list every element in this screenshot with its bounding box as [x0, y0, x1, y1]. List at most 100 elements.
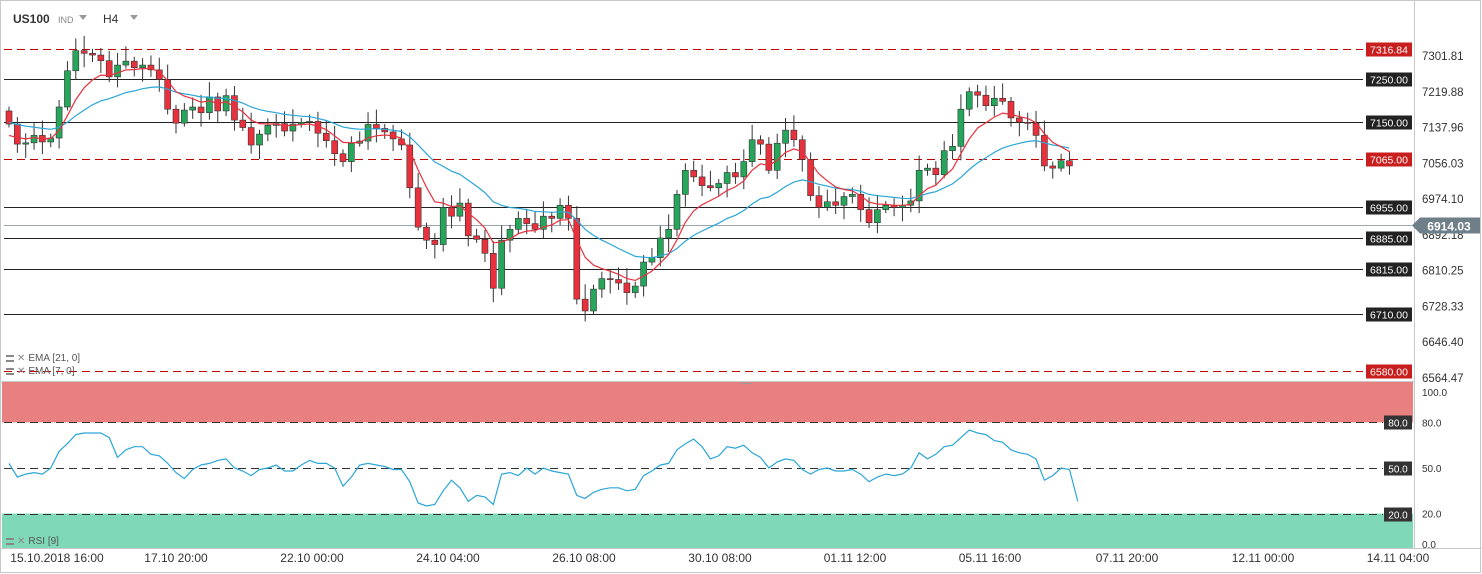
candle-body: [715, 183, 723, 189]
candle-body: [247, 127, 255, 146]
indicator-rsi[interactable]: ✕ RSI [9]: [6, 536, 59, 547]
candle-body: [122, 60, 130, 66]
level-label: 6815.00: [1370, 265, 1408, 277]
candle-body: [22, 142, 30, 145]
candle-body: [690, 170, 698, 178]
close-icon[interactable]: ✕: [17, 366, 26, 377]
candle-body: [1007, 101, 1015, 119]
time-axis-label: 14.11 04:00: [1367, 551, 1430, 565]
candle-body: [974, 91, 981, 96]
candle-body: [72, 50, 80, 72]
candle-body: [640, 261, 647, 287]
ema21-line: [8, 86, 1070, 259]
indicator-rsi-label: RSI [9]: [28, 536, 59, 547]
candle-body: [590, 288, 597, 312]
candle-body: [798, 139, 806, 160]
ema7-line: [8, 67, 1070, 282]
candle-body: [322, 132, 330, 141]
candle-body: [489, 253, 497, 289]
rsi-overbought-zone: [2, 381, 1413, 423]
indicator-ema7[interactable]: ✕ EMA [7, 0]: [6, 366, 75, 377]
level-label: 7250.00: [1370, 75, 1408, 87]
candle-body: [1049, 165, 1057, 169]
candle-body: [197, 106, 205, 113]
candle-body: [924, 167, 931, 171]
candle-body: [523, 218, 531, 224]
price-tick-label: 7301.81: [1422, 51, 1464, 63]
candle-body: [581, 298, 589, 312]
level-tag: [1366, 200, 1412, 215]
rsi-tick-label: 20.0: [1422, 510, 1442, 521]
level-tag: [1366, 115, 1412, 130]
candle-body: [790, 129, 798, 141]
candle-body: [648, 257, 656, 263]
price-tick-label: 7137.96: [1422, 123, 1464, 135]
candle-body: [481, 239, 489, 254]
candle-body: [857, 194, 865, 210]
level-tag: [1366, 231, 1412, 246]
settings-icon[interactable]: [6, 538, 14, 545]
candle-body: [105, 60, 113, 78]
price-tick-label: 6810.25: [1422, 266, 1464, 278]
candle-body: [757, 139, 764, 145]
level-tag: [1366, 364, 1412, 379]
rsi-line: [8, 429, 1079, 507]
rsi-level-tag: [1384, 461, 1412, 476]
candle-body: [882, 204, 890, 210]
rsi-tick-label: 100.0: [1422, 388, 1447, 399]
rsi-oversold-zone: [2, 513, 1413, 548]
settings-icon[interactable]: [6, 368, 14, 375]
candle-body: [631, 285, 639, 293]
candle-body: [548, 215, 556, 219]
indicator-ema21-label: EMA [21, 0]: [28, 353, 81, 364]
time-axis-label: 15.10.2018 16:00: [10, 551, 104, 565]
timeframe-selector[interactable]: H4: [103, 12, 119, 26]
time-axis-label: 17.10 20:00: [144, 551, 208, 565]
symbol-name[interactable]: US100: [13, 12, 50, 26]
candle-body: [423, 226, 430, 241]
candle-body: [949, 146, 956, 151]
chevron-down-icon[interactable]: [130, 15, 138, 20]
candle-body: [281, 123, 288, 132]
time-axis-label: 30.10 08:00: [688, 551, 752, 565]
candle-body: [172, 108, 180, 124]
candle-body: [1057, 160, 1065, 169]
candle-body: [940, 150, 948, 176]
candle-body: [414, 187, 422, 228]
indicator-ema21[interactable]: ✕ EMA [21, 0]: [6, 353, 80, 364]
candle-body: [348, 142, 355, 162]
candle-body: [130, 60, 138, 69]
candles: [5, 35, 1073, 322]
level-label: 6885.00: [1370, 234, 1408, 246]
rsi-tick-label: 0.0: [1422, 540, 1436, 551]
candle-body: [515, 218, 522, 230]
candle-body: [815, 195, 823, 208]
chevron-down-icon[interactable]: [79, 15, 87, 20]
candle-body: [665, 228, 672, 239]
candle-body: [5, 110, 13, 125]
current-price-label: 6914.03: [1427, 220, 1471, 234]
rsi-tick-label: 50.0: [1422, 464, 1442, 475]
candle-body: [456, 202, 464, 217]
candle-body: [932, 167, 940, 176]
candle-body: [473, 235, 480, 240]
price-tick-label: 6728.33: [1422, 301, 1464, 313]
time-axis-label: 22.10 00:00: [280, 551, 344, 565]
current-price-tag: [1412, 217, 1480, 234]
candle-body: [89, 52, 96, 56]
settings-icon[interactable]: [6, 355, 14, 362]
candle-body: [406, 144, 414, 189]
candle-body: [990, 97, 998, 107]
candle-body: [606, 278, 614, 280]
close-icon[interactable]: ✕: [17, 536, 26, 547]
candle-body: [239, 119, 247, 128]
candle-body: [139, 64, 146, 69]
candle-body: [823, 201, 831, 208]
candle-body: [840, 196, 848, 206]
candle-body: [506, 228, 514, 241]
level-label: 7316.84: [1370, 45, 1408, 57]
close-icon[interactable]: ✕: [17, 353, 26, 364]
time-axis-label: 05.11 16:00: [959, 551, 1022, 565]
